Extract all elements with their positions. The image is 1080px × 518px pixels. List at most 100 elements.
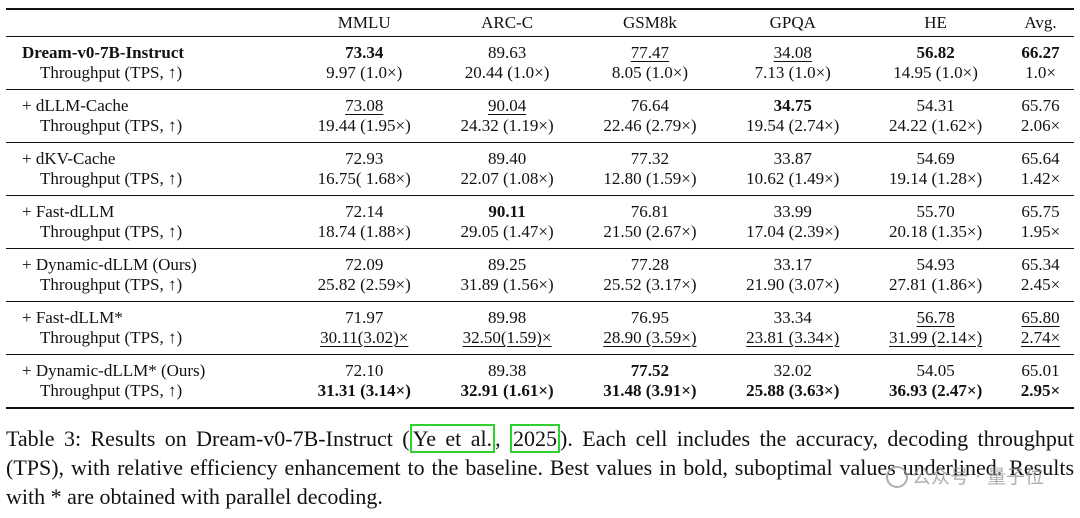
value-cell: 72.09 25.82 (2.59×)	[293, 249, 436, 302]
value-cell: 65.34 2.45×	[1007, 249, 1074, 302]
value-cell: 72.10 31.31 (3.14×)	[293, 355, 436, 409]
throughput-value: 14.95 (1.0×)	[893, 63, 978, 82]
value-cell: 34.75 19.54 (2.74×)	[721, 90, 864, 143]
table-row: Dream-v0-7B-Instruct Throughput (TPS, ↑) 7…	[6, 37, 1074, 90]
table-row: + Dynamic-dLLM (Ours) Throughput (TPS, ↑)…	[6, 249, 1074, 302]
table-row: + Dynamic-dLLM* (Ours) Throughput (TPS, ↑…	[6, 355, 1074, 409]
throughput-value: 19.14 (1.28×)	[889, 169, 983, 188]
value-cell: 89.63 20.44 (1.0×)	[436, 37, 579, 90]
throughput-value: 32.50(1.59)×	[462, 328, 552, 347]
table-row: + dKV-Cache Throughput (TPS, ↑) 72.93 16.75…	[6, 143, 1074, 196]
column-header: GSM8k	[622, 13, 677, 32]
value-cell: 90.04 24.32 (1.19×)	[436, 90, 579, 143]
accuracy-value: 76.95	[630, 308, 670, 327]
throughput-value: 10.62 (1.49×)	[746, 169, 840, 188]
throughput-label: Throughput (TPS, ↑)	[40, 116, 183, 135]
throughput-value: 1.95×	[1020, 222, 1061, 241]
throughput-value: 30.11(3.02)×	[320, 328, 409, 347]
throughput-value: 19.54 (2.74×)	[746, 116, 840, 135]
accuracy-value: 33.99	[773, 202, 812, 221]
throughput-value: 23.81 (3.34×)	[746, 328, 840, 347]
value-cell: 56.78 31.99 (2.14×)	[864, 302, 1007, 355]
wechat-logo-icon	[885, 466, 908, 488]
throughput-value: 24.22 (1.62×)	[889, 116, 983, 135]
throughput-value: 32.91 (1.61×)	[460, 381, 554, 400]
watermark: 公众号 · 量子位	[885, 462, 1044, 489]
column-header-method	[6, 9, 293, 37]
accuracy-value: 65.64	[1021, 149, 1060, 168]
throughput-value: 2.06×	[1020, 116, 1061, 135]
throughput-value: 9.97 (1.0×)	[326, 63, 403, 82]
value-cell: 33.34 23.81 (3.34×)	[721, 302, 864, 355]
citation-separator: ,	[495, 426, 511, 451]
throughput-value: 20.18 (1.35×)	[889, 222, 983, 241]
throughput-label: Throughput (TPS, ↑)	[40, 63, 183, 82]
value-cell: 76.64 22.46 (2.79×)	[579, 90, 722, 143]
throughput-value: 31.31 (3.14×)	[317, 381, 411, 400]
value-cell: 33.87 10.62 (1.49×)	[721, 143, 864, 196]
throughput-value: 12.80 (1.59×)	[603, 169, 697, 188]
accuracy-value: 34.75	[773, 96, 812, 115]
throughput-value: 19.44 (1.95×)	[317, 116, 411, 135]
throughput-value: 31.48 (3.91×)	[603, 381, 697, 400]
accuracy-value: 71.97	[345, 308, 384, 327]
value-cell: 54.69 19.14 (1.28×)	[864, 143, 1007, 196]
value-cell: 77.47 8.05 (1.0×)	[579, 37, 722, 90]
citation-year-link[interactable]: 2025	[510, 424, 561, 453]
throughput-label: Throughput (TPS, ↑)	[40, 169, 183, 188]
value-cell: 73.08 19.44 (1.95×)	[293, 90, 436, 143]
accuracy-value: 89.25	[487, 255, 527, 274]
throughput-value: 21.50 (2.67×)	[603, 222, 697, 241]
column-header: ARC-C	[481, 13, 534, 32]
accuracy-value: 73.34	[345, 43, 384, 62]
value-cell: 34.08 7.13 (1.0×)	[721, 37, 864, 90]
accuracy-value: 34.08	[773, 43, 812, 62]
value-cell: 76.95 28.90 (3.59×)	[579, 302, 722, 355]
value-cell: 77.28 25.52 (3.17×)	[579, 249, 722, 302]
accuracy-value: 65.01	[1021, 361, 1060, 380]
value-cell: 54.05 36.93 (2.47×)	[864, 355, 1007, 409]
table-body: Dream-v0-7B-Instruct Throughput (TPS, ↑) 7…	[6, 37, 1074, 409]
accuracy-value: 72.10	[345, 361, 384, 380]
accuracy-value: 33.17	[773, 255, 812, 274]
column-header: Avg.	[1024, 13, 1057, 32]
value-cell: 33.17 21.90 (3.07×)	[721, 249, 864, 302]
throughput-value: 36.93 (2.47×)	[888, 381, 983, 400]
throughput-label: Throughput (TPS, ↑)	[40, 328, 183, 347]
value-cell: 77.52 31.48 (3.91×)	[579, 355, 722, 409]
method-name: + dLLM-Cache	[22, 96, 129, 115]
value-cell: 71.97 30.11(3.02)×	[293, 302, 436, 355]
accuracy-value: 77.32	[630, 149, 670, 168]
throughput-value: 17.04 (2.39×)	[746, 222, 840, 241]
value-cell: 54.31 24.22 (1.62×)	[864, 90, 1007, 143]
value-cell: 76.81 21.50 (2.67×)	[579, 196, 722, 249]
throughput-value: 16.75( 1.68×)	[317, 169, 411, 188]
table-row: + dLLM-Cache Throughput (TPS, ↑) 73.08 19.4…	[6, 90, 1074, 143]
accuracy-value: 90.04	[487, 96, 527, 115]
throughput-value: 2.74×	[1020, 328, 1061, 347]
throughput-label: Throughput (TPS, ↑)	[40, 222, 183, 241]
value-cell: 72.93 16.75( 1.68×)	[293, 143, 436, 196]
method-name: + Fast-dLLM	[22, 202, 115, 221]
throughput-value: 31.89 (1.56×)	[460, 275, 554, 294]
value-cell: 65.76 2.06×	[1007, 90, 1074, 143]
value-cell: 65.64 1.42×	[1007, 143, 1074, 196]
throughput-value: 22.07 (1.08×)	[460, 169, 554, 188]
throughput-value: 1.0×	[1025, 63, 1056, 82]
accuracy-value: 72.14	[345, 202, 384, 221]
citation-author-link[interactable]: Ye et al.	[409, 424, 496, 453]
accuracy-value: 72.09	[345, 255, 384, 274]
value-cell: 90.11 29.05 (1.47×)	[436, 196, 579, 249]
accuracy-value: 89.63	[487, 43, 527, 62]
accuracy-value: 65.34	[1021, 255, 1060, 274]
throughput-value: 24.32 (1.19×)	[460, 116, 554, 135]
throughput-value: 18.74 (1.88×)	[317, 222, 411, 241]
throughput-value: 28.90 (3.59×)	[603, 328, 697, 347]
throughput-value: 31.99 (2.14×)	[889, 328, 983, 347]
table-row: + Fast-dLLM Throughput (TPS, ↑) 72.14 18.74…	[6, 196, 1074, 249]
throughput-label: Throughput (TPS, ↑)	[40, 381, 183, 400]
results-table: MMLU ARC-C GSM8k GPQA HE Avg. Dream-v0-7B-Ins…	[6, 8, 1074, 409]
table-row: + Fast-dLLM* Throughput (TPS, ↑) 71.97 30.1…	[6, 302, 1074, 355]
accuracy-value: 77.52	[630, 361, 670, 380]
method-cell: + dLLM-Cache Throughput (TPS, ↑)	[6, 90, 293, 143]
